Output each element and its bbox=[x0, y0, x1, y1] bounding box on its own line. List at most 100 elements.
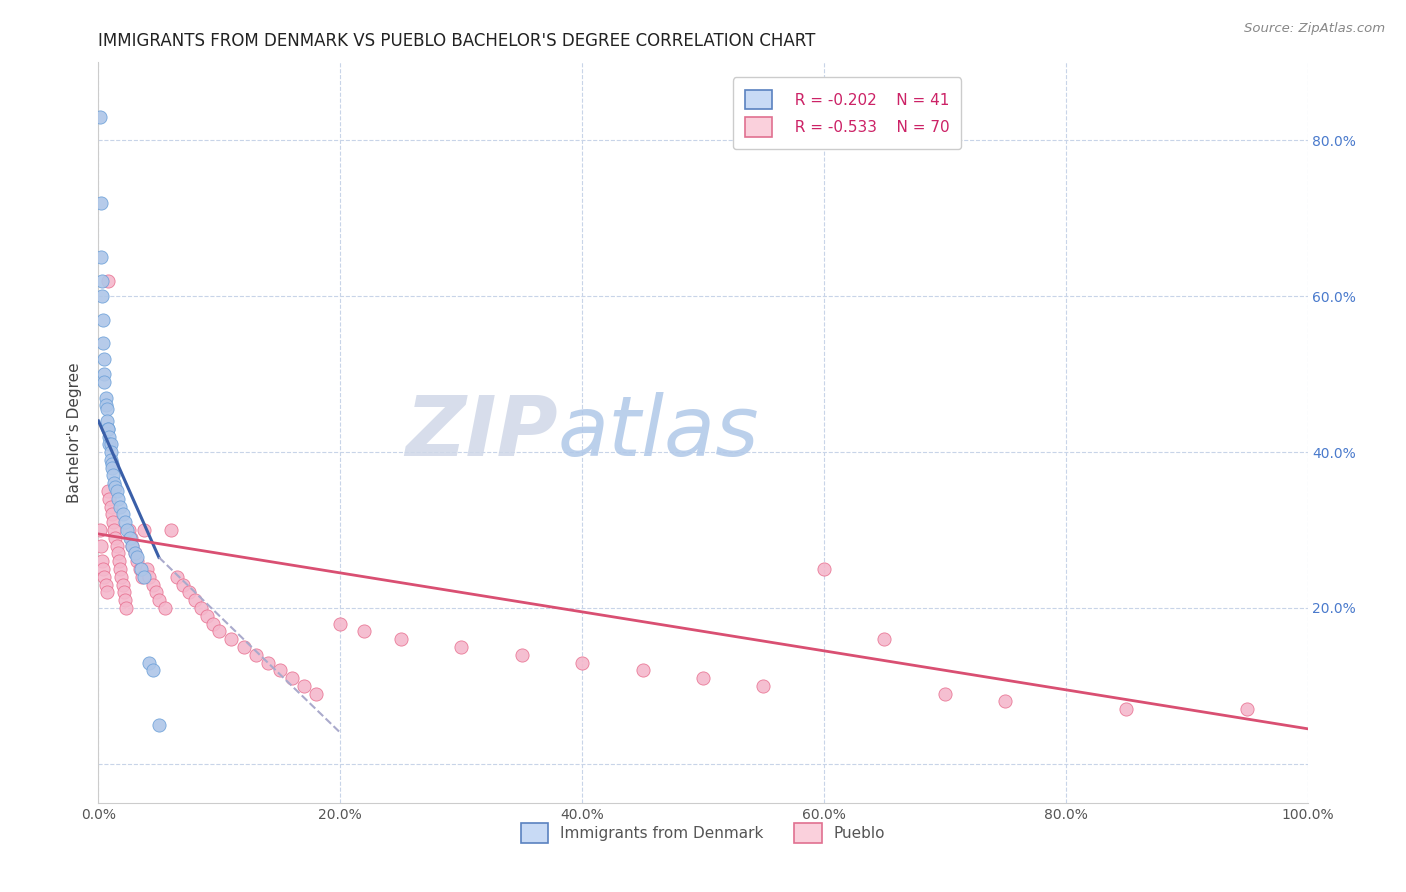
Point bbox=[142, 663, 165, 677]
Point bbox=[121, 539, 143, 553]
Point bbox=[103, 523, 125, 537]
Point bbox=[117, 523, 139, 537]
Point bbox=[232, 640, 254, 654]
Point bbox=[91, 336, 114, 351]
Point bbox=[91, 562, 114, 576]
Point bbox=[94, 577, 117, 591]
Point bbox=[179, 585, 201, 599]
Point bbox=[104, 531, 127, 545]
Point bbox=[160, 523, 183, 537]
Point bbox=[108, 554, 131, 568]
Point bbox=[107, 491, 129, 506]
Point bbox=[873, 632, 896, 647]
Point bbox=[124, 546, 146, 560]
Point bbox=[89, 110, 111, 124]
Point bbox=[281, 671, 304, 685]
Point bbox=[269, 663, 291, 677]
Point bbox=[115, 601, 138, 615]
Point bbox=[97, 274, 120, 288]
Point bbox=[94, 391, 117, 405]
Point bbox=[153, 601, 176, 615]
Point bbox=[571, 656, 593, 670]
Point bbox=[101, 468, 124, 483]
Point bbox=[148, 593, 170, 607]
Point bbox=[134, 523, 156, 537]
Point bbox=[1115, 702, 1137, 716]
Point bbox=[127, 550, 149, 565]
Point bbox=[98, 491, 121, 506]
Point bbox=[134, 570, 156, 584]
Point bbox=[93, 375, 115, 389]
Point bbox=[98, 437, 121, 451]
Point bbox=[100, 457, 122, 471]
Point bbox=[329, 616, 352, 631]
Point bbox=[245, 648, 267, 662]
Point bbox=[105, 484, 128, 499]
Text: IMMIGRANTS FROM DENMARK VS PUEBLO BACHELOR'S DEGREE CORRELATION CHART: IMMIGRANTS FROM DENMARK VS PUEBLO BACHEL… bbox=[98, 32, 815, 50]
Point bbox=[292, 679, 315, 693]
Point bbox=[124, 546, 146, 560]
Point bbox=[127, 554, 149, 568]
Point bbox=[96, 402, 118, 417]
Point bbox=[107, 546, 129, 560]
Point bbox=[111, 508, 134, 522]
Point bbox=[510, 648, 533, 662]
Point bbox=[93, 367, 115, 381]
Point bbox=[101, 515, 124, 529]
Point bbox=[118, 523, 141, 537]
Point bbox=[145, 585, 167, 599]
Point bbox=[108, 562, 131, 576]
Point bbox=[91, 312, 114, 326]
Point bbox=[97, 422, 120, 436]
Point bbox=[96, 585, 118, 599]
Point bbox=[100, 453, 122, 467]
Point bbox=[142, 577, 165, 591]
Point bbox=[93, 351, 115, 366]
Point bbox=[100, 437, 122, 451]
Point bbox=[104, 480, 127, 494]
Point bbox=[128, 562, 150, 576]
Point bbox=[389, 632, 412, 647]
Point bbox=[166, 570, 188, 584]
Point bbox=[105, 539, 128, 553]
Point bbox=[138, 570, 160, 584]
Point bbox=[129, 562, 152, 576]
Text: ZIP: ZIP bbox=[405, 392, 558, 473]
Point bbox=[172, 577, 194, 591]
Point bbox=[91, 289, 114, 303]
Point bbox=[934, 687, 956, 701]
Point bbox=[97, 422, 120, 436]
Point bbox=[221, 632, 243, 647]
Legend: Immigrants from Denmark, Pueblo: Immigrants from Denmark, Pueblo bbox=[513, 816, 893, 851]
Point bbox=[108, 500, 131, 514]
Text: atlas: atlas bbox=[558, 392, 759, 473]
Point bbox=[195, 608, 218, 623]
Point bbox=[98, 429, 121, 443]
Point bbox=[91, 554, 114, 568]
Point bbox=[994, 694, 1017, 708]
Point bbox=[256, 656, 278, 670]
Point bbox=[353, 624, 375, 639]
Point bbox=[202, 616, 225, 631]
Point bbox=[89, 523, 111, 537]
Point bbox=[112, 585, 135, 599]
Point bbox=[631, 663, 654, 677]
Point bbox=[148, 718, 170, 732]
Point bbox=[120, 531, 142, 545]
Point bbox=[100, 500, 122, 514]
Point bbox=[110, 570, 132, 584]
Text: Source: ZipAtlas.com: Source: ZipAtlas.com bbox=[1244, 22, 1385, 36]
Y-axis label: Bachelor's Degree: Bachelor's Degree bbox=[67, 362, 83, 503]
Point bbox=[135, 562, 157, 576]
Point bbox=[114, 515, 136, 529]
Point bbox=[813, 562, 835, 576]
Point bbox=[208, 624, 231, 639]
Point bbox=[90, 539, 112, 553]
Point bbox=[118, 531, 141, 545]
Point bbox=[100, 460, 122, 475]
Point bbox=[450, 640, 472, 654]
Point bbox=[90, 195, 112, 210]
Point bbox=[305, 687, 328, 701]
Point bbox=[111, 577, 134, 591]
Point bbox=[138, 656, 160, 670]
